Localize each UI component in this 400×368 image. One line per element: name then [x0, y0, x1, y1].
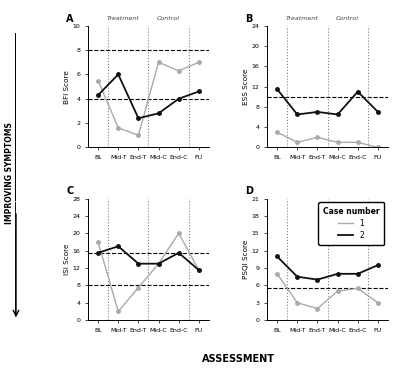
Y-axis label: ESS Score: ESS Score [243, 68, 249, 105]
Text: C: C [66, 186, 74, 197]
Text: Control: Control [157, 16, 180, 21]
Y-axis label: BFI Score: BFI Score [64, 70, 70, 103]
Y-axis label: PSQI Score: PSQI Score [243, 240, 249, 279]
Legend: 1, 2: 1, 2 [318, 202, 384, 245]
Y-axis label: ISI Score: ISI Score [64, 244, 70, 275]
Text: Treatment: Treatment [107, 16, 140, 21]
Text: B: B [245, 14, 253, 24]
Text: A: A [66, 14, 74, 24]
Text: IMPROVING SYMPTOMS: IMPROVING SYMPTOMS [6, 122, 14, 224]
FancyArrowPatch shape [13, 202, 18, 316]
Text: ASSESSMENT: ASSESSMENT [202, 354, 274, 364]
Text: D: D [245, 186, 253, 197]
Text: Treatment: Treatment [286, 16, 319, 21]
Text: Control: Control [336, 16, 359, 21]
